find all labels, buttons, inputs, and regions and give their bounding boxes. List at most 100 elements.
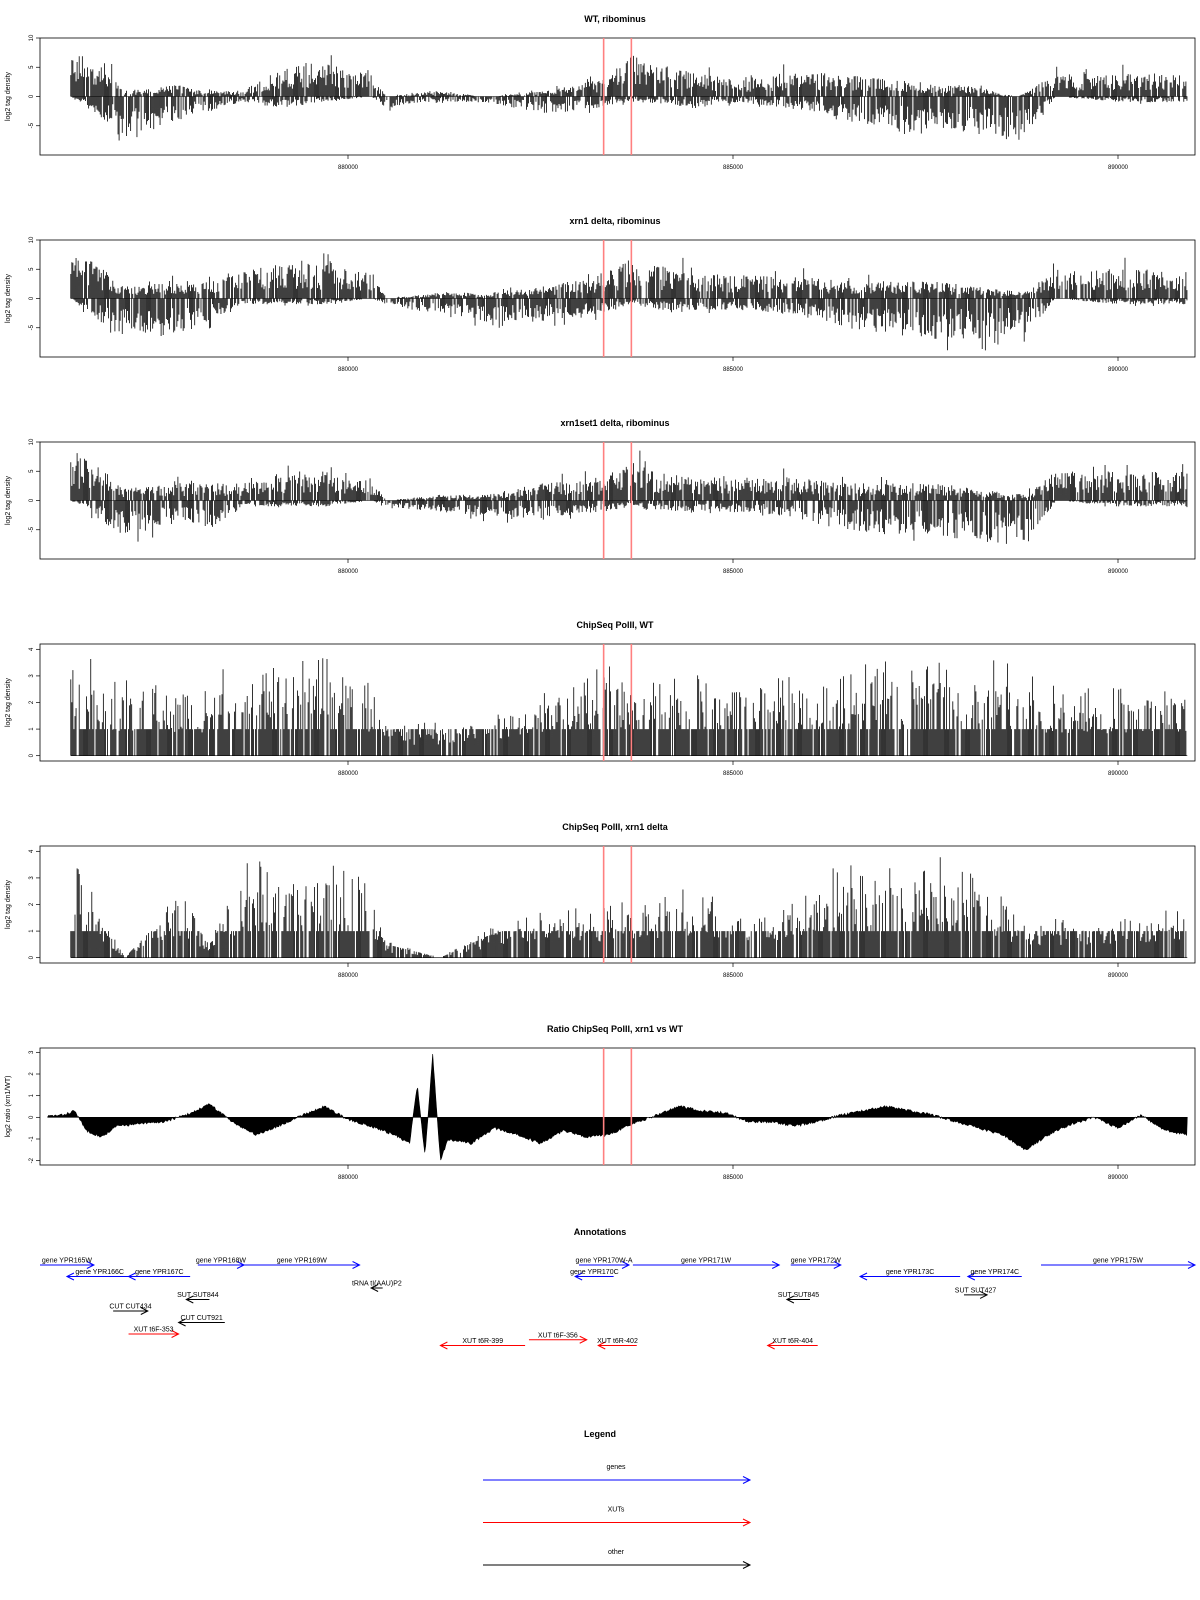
track-panel-6: Ratio ChipSeq PolII, xrn1 vs WT 3 2 1 0 -1 -2 l… — [5, 1024, 1196, 1181]
density-bars-negative — [72, 500, 1188, 544]
arrowhead-right-icon — [979, 1290, 989, 1299]
feature-label: gene YPR165W — [42, 1258, 92, 1265]
y-tick-label: 4 — [29, 849, 35, 853]
arrowhead-right-icon — [1187, 1261, 1197, 1269]
x-tick-label: 880000 — [338, 569, 359, 575]
feature-label: SUT SUT844 — [177, 1292, 219, 1299]
y-tick-label: 5 — [29, 469, 35, 473]
x-tick-label: 880000 — [338, 367, 359, 373]
series-marks — [47, 1053, 1188, 1161]
legend: Legend genes XUTs other — [483, 1429, 752, 1569]
y-tick-label: 2 — [29, 1072, 35, 1076]
y-tick-label: 0 — [29, 955, 35, 959]
y-tick-label: 10 — [29, 236, 35, 243]
panel-title: Ratio ChipSeq PolII, xrn1 vs WT — [547, 1024, 684, 1034]
y-tick-label: -2 — [29, 1157, 35, 1163]
feature-label: CUT CUT434 — [109, 1304, 151, 1311]
arrowhead-left-icon — [966, 1272, 976, 1281]
feature-label: gene YPR166C — [75, 1269, 124, 1276]
y-tick-label: 5 — [29, 65, 35, 69]
arrowhead-right-icon — [742, 1561, 752, 1569]
series-marks — [70, 857, 1188, 958]
panel-title: xrn1set1 delta, ribominus — [560, 418, 669, 428]
annotation-feature: gene YPR172W — [791, 1258, 842, 1269]
x-tick-label: 885000 — [723, 771, 744, 777]
annotation-feature: gene YPR170C — [570, 1269, 619, 1281]
y-tick-label: 2 — [29, 902, 35, 906]
y-tick-label: 1 — [29, 1093, 35, 1097]
annotation-feature: gene YPR174C — [966, 1269, 1022, 1281]
annotation-feature: gene YPR173C — [858, 1269, 961, 1281]
density-bars-positive — [70, 450, 1188, 501]
feature-label: gene YPR170W-A — [576, 1258, 633, 1265]
x-tick-label: 880000 — [338, 973, 359, 979]
annotation-feature: gene YPR167C — [127, 1269, 191, 1281]
arrowhead-right-icon — [742, 1476, 752, 1484]
feature-label: gene YPR175W — [1093, 1258, 1143, 1265]
annotation-feature: CUT CUT434 — [109, 1304, 152, 1315]
x-tick-label: 885000 — [723, 1175, 744, 1181]
y-axis-label: log2 tag density — [5, 273, 12, 323]
legend-entry: XUTs — [483, 1507, 752, 1527]
arrowhead-left-icon — [177, 1318, 186, 1327]
y-axis-label: log2 tag density — [5, 677, 12, 727]
y-axis-label: log2 tag density — [5, 71, 12, 121]
density-bars-negative — [72, 96, 1188, 141]
y-axis-label: log2 tag density — [5, 879, 12, 929]
feature-label: gene YPR170C — [570, 1269, 619, 1276]
x-tick-label: 885000 — [723, 569, 744, 575]
series-marks — [70, 658, 1188, 756]
panel-title: WT, ribominus — [584, 14, 646, 24]
y-tick-label: 0 — [29, 94, 35, 98]
annotation-feature: XUT t6R-404 — [766, 1338, 818, 1350]
track-panel-2: xrn1 delta, ribominus 10 5 0 -5 log2 tag dens… — [5, 216, 1196, 373]
arrowhead-left-icon — [785, 1295, 795, 1304]
arrowhead-right-icon — [352, 1261, 361, 1269]
legend-title: Legend — [584, 1429, 616, 1439]
y-tick-label: 1 — [29, 929, 35, 933]
arrowhead-left-icon — [65, 1272, 75, 1281]
track-panel-3: xrn1set1 delta, ribominus 10 5 0 -5 log2 tag … — [5, 418, 1196, 575]
feature-label: XUT t6F-356 — [538, 1332, 578, 1339]
y-tick-label: 10 — [29, 34, 35, 41]
series-marks — [70, 253, 1188, 351]
annotation-feature: SUT SUT845 — [778, 1292, 819, 1304]
density-bars-positive — [70, 55, 1187, 97]
annotation-feature: SUT SUT427 — [955, 1287, 996, 1299]
arrowhead-left-icon — [439, 1341, 448, 1350]
x-tick-label: 890000 — [1108, 367, 1129, 373]
y-tick-label: 3 — [29, 674, 35, 678]
arrowhead-right-icon — [833, 1261, 842, 1269]
legend-label: XUTs — [608, 1507, 625, 1514]
feature-label: CUT CUT921 — [181, 1315, 223, 1322]
feature-label: gene YPR172W — [791, 1258, 841, 1265]
arrowhead-right-icon — [86, 1261, 96, 1269]
annotation-feature: gene YPR175W — [1041, 1258, 1197, 1269]
x-tick-label: 885000 — [723, 367, 744, 373]
feature-label: gene YPR168W — [196, 1258, 246, 1265]
legend-entry: other — [483, 1549, 752, 1569]
x-tick-label: 880000 — [338, 1175, 359, 1181]
arrowhead-left-icon — [369, 1284, 379, 1292]
annotation-feature: tRNA tI(AAU)P2 — [352, 1281, 402, 1292]
y-tick-label: -1 — [29, 1136, 35, 1142]
feature-label: XUT t6F-353 — [134, 1327, 174, 1334]
y-tick-label: -5 — [29, 526, 35, 532]
feature-label: XUT t6R-404 — [772, 1338, 813, 1345]
annotation-feature: gene YPR168W — [196, 1258, 246, 1269]
arrowhead-left-icon — [127, 1272, 136, 1281]
y-tick-label: -5 — [29, 122, 35, 128]
arrowhead-right-icon — [742, 1518, 752, 1527]
feature-label: XUT t6R-402 — [597, 1338, 638, 1345]
feature-label: tRNA tI(AAU)P2 — [352, 1281, 402, 1288]
x-tick-label: 885000 — [723, 973, 744, 979]
feature-label: gene YPR174C — [971, 1269, 1020, 1276]
arrowhead-right-icon — [771, 1261, 781, 1269]
x-tick-label: 890000 — [1108, 973, 1129, 979]
panel-frame — [39, 1047, 1196, 1166]
arrowhead-right-icon — [171, 1330, 180, 1338]
panel-title: ChipSeq PolII, WT — [577, 620, 654, 630]
arrowhead-left-icon — [858, 1272, 868, 1281]
